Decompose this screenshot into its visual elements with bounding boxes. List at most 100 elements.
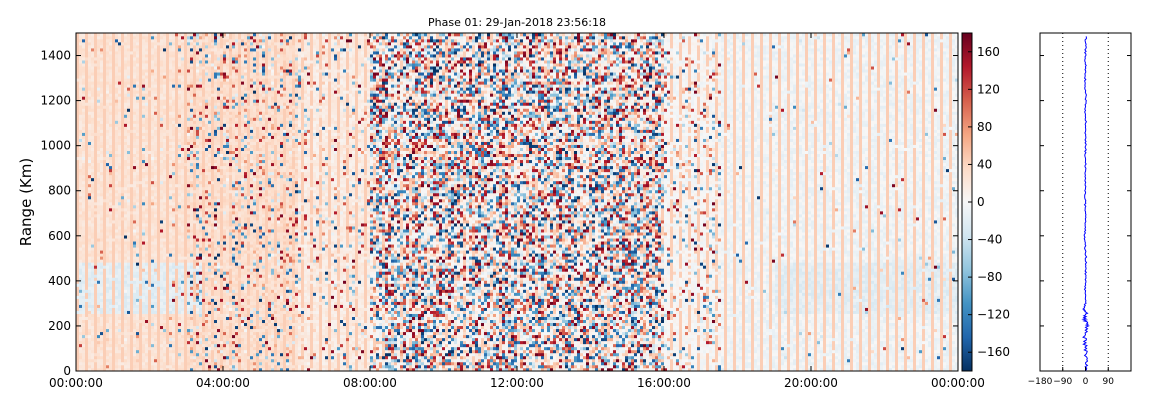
heatmap-cell bbox=[196, 84, 200, 88]
heatmap-cell bbox=[91, 352, 95, 357]
heatmap-cell bbox=[172, 117, 176, 121]
heatmap-cell bbox=[208, 208, 212, 212]
heatmap-cell bbox=[160, 51, 164, 55]
heatmap-cell bbox=[166, 334, 170, 339]
heatmap-cell bbox=[181, 108, 185, 112]
heatmap-cell bbox=[85, 355, 89, 360]
heatmap-cell bbox=[106, 102, 110, 106]
heatmap-cell bbox=[127, 105, 131, 109]
heatmap-cell bbox=[193, 147, 197, 151]
heatmap-cell bbox=[100, 45, 104, 49]
heatmap-cell bbox=[100, 114, 104, 118]
heatmap-cell bbox=[124, 81, 128, 85]
heatmap-cell bbox=[187, 214, 191, 218]
heatmap-cell bbox=[100, 84, 104, 88]
heatmap-cell bbox=[145, 319, 149, 324]
heatmap-cell bbox=[187, 304, 191, 308]
heatmap-cell bbox=[100, 117, 104, 121]
heatmap-cell bbox=[163, 108, 167, 112]
heatmap-cell bbox=[82, 90, 86, 94]
heatmap-cell bbox=[109, 81, 113, 85]
heatmap-cell bbox=[109, 180, 113, 185]
heatmap-cell bbox=[103, 96, 107, 100]
heatmap-cell bbox=[121, 114, 125, 118]
heatmap-cell bbox=[154, 162, 158, 167]
heatmap-cell bbox=[184, 346, 188, 351]
heatmap-cell bbox=[151, 168, 155, 173]
heatmap-cell bbox=[79, 189, 83, 194]
heatmap-cell bbox=[139, 33, 143, 37]
heatmap-cell bbox=[79, 235, 83, 239]
heatmap-cell bbox=[163, 241, 167, 245]
heatmap-cell bbox=[88, 244, 92, 248]
heatmap-cell bbox=[169, 334, 173, 339]
heatmap-cell bbox=[121, 259, 125, 263]
heatmap-cell bbox=[76, 319, 80, 324]
heatmap-cell bbox=[154, 102, 158, 106]
heatmap-cell bbox=[202, 81, 206, 85]
heatmap-cell bbox=[94, 33, 98, 37]
heatmap-cell bbox=[148, 39, 152, 43]
heatmap-cell bbox=[106, 232, 110, 236]
heatmap-cell bbox=[151, 361, 155, 366]
heatmap-cell bbox=[79, 171, 83, 176]
heatmap-cell bbox=[115, 87, 119, 91]
heatmap-cell bbox=[82, 54, 86, 58]
heatmap-cell bbox=[190, 180, 194, 185]
heatmap-cell bbox=[112, 244, 116, 248]
heatmap-cell bbox=[97, 99, 101, 103]
heatmap-cell bbox=[166, 256, 170, 260]
heatmap-cell bbox=[199, 36, 203, 40]
heatmap-cell bbox=[118, 232, 122, 236]
heatmap-cell bbox=[196, 313, 200, 317]
heatmap-cell bbox=[118, 250, 122, 254]
heatmap-cell bbox=[145, 132, 149, 136]
heatmap-cell bbox=[142, 195, 146, 200]
heatmap-cell bbox=[169, 111, 173, 115]
heatmap-cell bbox=[85, 141, 89, 145]
heatmap-cell bbox=[199, 232, 203, 236]
heatmap-cell bbox=[160, 177, 164, 182]
heatmap-cell bbox=[190, 304, 194, 308]
heatmap-cell bbox=[106, 99, 110, 103]
heatmap-cell bbox=[136, 268, 140, 272]
heatmap-cell bbox=[205, 217, 209, 221]
heatmap-cell bbox=[85, 343, 89, 348]
heatmap-cell bbox=[181, 114, 185, 118]
heatmap-cell bbox=[124, 217, 128, 221]
heatmap-cell bbox=[94, 364, 98, 369]
heatmap-cell bbox=[115, 268, 119, 272]
heatmap-cell bbox=[136, 150, 140, 155]
heatmap-cell bbox=[130, 277, 134, 281]
heatmap-cell bbox=[151, 262, 155, 266]
heatmap-cell bbox=[178, 262, 182, 266]
heatmap-cell bbox=[82, 358, 86, 363]
heatmap-cell bbox=[181, 102, 185, 106]
heatmap-cell bbox=[172, 202, 176, 206]
heatmap-cell bbox=[160, 253, 164, 257]
heatmap-cell bbox=[148, 361, 152, 366]
heatmap-cell bbox=[88, 334, 92, 339]
heatmap-cell bbox=[139, 129, 143, 133]
heatmap-cell bbox=[136, 36, 140, 40]
heatmap-cell bbox=[193, 232, 197, 236]
heatmap-cell bbox=[142, 292, 146, 296]
heatmap-cell bbox=[109, 186, 113, 191]
heatmap-cell bbox=[103, 277, 107, 281]
heatmap-cell bbox=[190, 262, 194, 266]
heatmap-cell bbox=[88, 352, 92, 357]
heatmap-cell bbox=[187, 114, 191, 118]
heatmap-cell bbox=[130, 195, 134, 200]
heatmap-cell bbox=[130, 60, 134, 64]
heatmap-cell bbox=[76, 265, 80, 269]
heatmap-cell bbox=[178, 265, 182, 269]
heatmap-cell bbox=[154, 129, 158, 133]
heatmap-cell bbox=[205, 120, 209, 124]
heatmap-cell bbox=[187, 307, 191, 311]
heatmap-cell bbox=[157, 72, 161, 76]
heatmap-cell bbox=[139, 331, 143, 336]
heatmap-cell bbox=[121, 105, 125, 109]
heatmap-cell bbox=[163, 102, 167, 106]
heatmap-cell bbox=[178, 292, 182, 296]
heatmap-cell bbox=[133, 117, 137, 121]
